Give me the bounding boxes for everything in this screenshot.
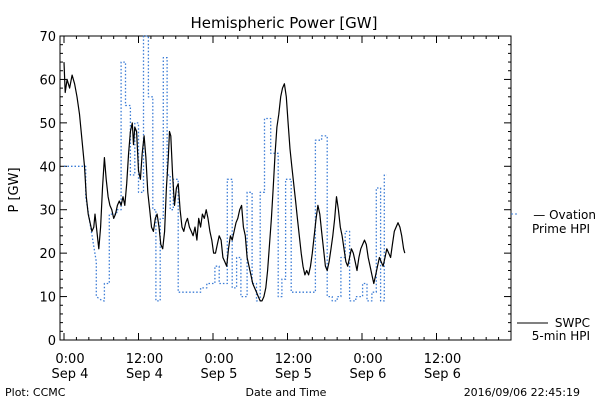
y-tick-label: 0 bbox=[48, 334, 56, 349]
x-tick-date-label: Sep 4 bbox=[126, 367, 163, 382]
y-tick-label: 20 bbox=[39, 247, 56, 262]
x-tick-date-label: Sep 6 bbox=[424, 367, 461, 382]
x-tick-time-label: 12:00 bbox=[275, 352, 312, 367]
chart-title: Hemispheric Power [GW] bbox=[191, 14, 378, 32]
y-tick-label: 10 bbox=[39, 291, 56, 306]
legend-ovation-line1: — Ovation bbox=[533, 208, 596, 222]
x-tick-time-label: 0:00 bbox=[204, 352, 233, 367]
footer-credit: Plot: CCMC bbox=[5, 386, 66, 399]
x-tick-time-label: 0:00 bbox=[55, 352, 84, 367]
x-tick-date-label: Sep 5 bbox=[201, 367, 238, 382]
x-tick-date-label: Sep 6 bbox=[350, 367, 387, 382]
y-tick-label: 30 bbox=[39, 204, 56, 219]
legend-ovation-line2: Prime HPI bbox=[532, 222, 590, 236]
x-tick-time-label: 12:00 bbox=[424, 352, 461, 367]
y-tick-label: 60 bbox=[39, 73, 56, 88]
footer-timestamp: 2016/09/06 22:45:19 bbox=[464, 386, 580, 399]
y-tick-label: 40 bbox=[39, 160, 56, 175]
ovation-prime-hpi-line bbox=[64, 35, 387, 302]
swpc-5min-hpi-line bbox=[63, 62, 406, 302]
x-axis-label: Date and Time bbox=[246, 386, 327, 399]
legend: — Ovation Prime HPI SWPC 5-min HPI bbox=[517, 208, 596, 343]
legend-swpc-line1: SWPC bbox=[555, 316, 590, 330]
y-tick-label: 50 bbox=[39, 117, 56, 132]
swpc-series-group bbox=[63, 62, 406, 302]
x-tick-date-label: Sep 5 bbox=[275, 367, 312, 382]
plot-frame bbox=[59, 35, 512, 341]
y-tick-label: 70 bbox=[39, 30, 56, 45]
x-tick-date-label: Sep 4 bbox=[52, 367, 89, 382]
x-tick-time-label: 0:00 bbox=[353, 352, 382, 367]
x-tick-time-label: 12:00 bbox=[126, 352, 163, 367]
y-axis-label: P [GW] bbox=[7, 167, 22, 212]
ovation-series-group bbox=[64, 35, 387, 302]
legend-swpc-line2: 5-min HPI bbox=[532, 329, 590, 343]
